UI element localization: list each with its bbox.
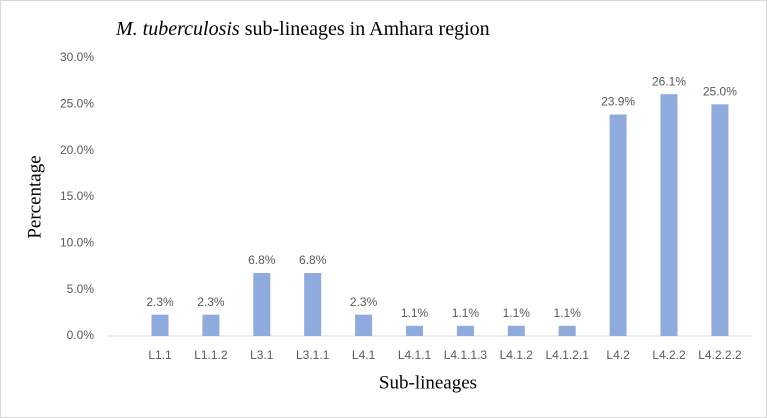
title-rest: sub-lineages in Amhara region <box>245 18 490 40</box>
value-label: 1.1% <box>452 306 480 320</box>
title-italic: M. tuberculosis <box>115 18 240 40</box>
y-tick-label: 30.0% <box>60 50 94 64</box>
x-tick-label: L4.2 <box>606 348 630 362</box>
value-label: 2.3% <box>146 295 174 309</box>
value-label: 25.0% <box>703 85 737 99</box>
x-tick-label: L3.1 <box>250 348 274 362</box>
bar <box>558 325 576 336</box>
y-tick-label: 5.0% <box>67 282 95 296</box>
x-tick-label: L4.1.2 <box>500 348 534 362</box>
y-tick-label: 20.0% <box>60 143 94 157</box>
x-tick-label: L1.1.2 <box>194 348 228 362</box>
x-tick-label: L4.1 <box>352 348 376 362</box>
value-label: 2.3% <box>197 295 225 309</box>
y-tick-label: 15.0% <box>60 189 94 203</box>
y-tick-label: 0.0% <box>67 328 95 342</box>
y-tick-label: 25.0% <box>60 97 94 111</box>
x-tick-label: L4.1.2.1 <box>546 348 590 362</box>
bar <box>609 114 627 336</box>
value-label: 26.1% <box>652 74 686 88</box>
bar <box>253 272 271 336</box>
value-label: 2.3% <box>350 295 378 309</box>
value-label: 1.1% <box>554 306 582 320</box>
chart-title: M. tuberculosis sub-lineages in Amhara re… <box>115 18 490 40</box>
x-tick-label: L4.2.2 <box>652 348 686 362</box>
x-tick-label: L3.1.1 <box>296 348 330 362</box>
bar <box>456 325 474 336</box>
bar <box>304 272 322 336</box>
bar <box>202 314 220 336</box>
x-axis-title: Sub-lineages <box>379 372 477 393</box>
value-label: 6.8% <box>248 253 276 267</box>
y-axis-title: Percentage <box>24 155 45 238</box>
bar <box>507 325 525 336</box>
bar <box>151 314 169 336</box>
value-label: 1.1% <box>503 306 531 320</box>
value-label: 6.8% <box>299 253 327 267</box>
bar <box>406 325 423 336</box>
x-tick-label: L1.1 <box>148 348 172 362</box>
bar <box>355 314 373 336</box>
y-tick-label: 10.0% <box>60 236 94 250</box>
bar <box>660 94 678 336</box>
bar <box>711 104 729 336</box>
value-label: 23.9% <box>601 95 635 109</box>
x-tick-label: L4.1.1 <box>398 348 432 362</box>
x-tick-label: L4.2.2.2 <box>698 348 742 362</box>
value-label: 1.1% <box>401 306 429 320</box>
x-tick-label: L4.1.1.3 <box>444 348 488 362</box>
